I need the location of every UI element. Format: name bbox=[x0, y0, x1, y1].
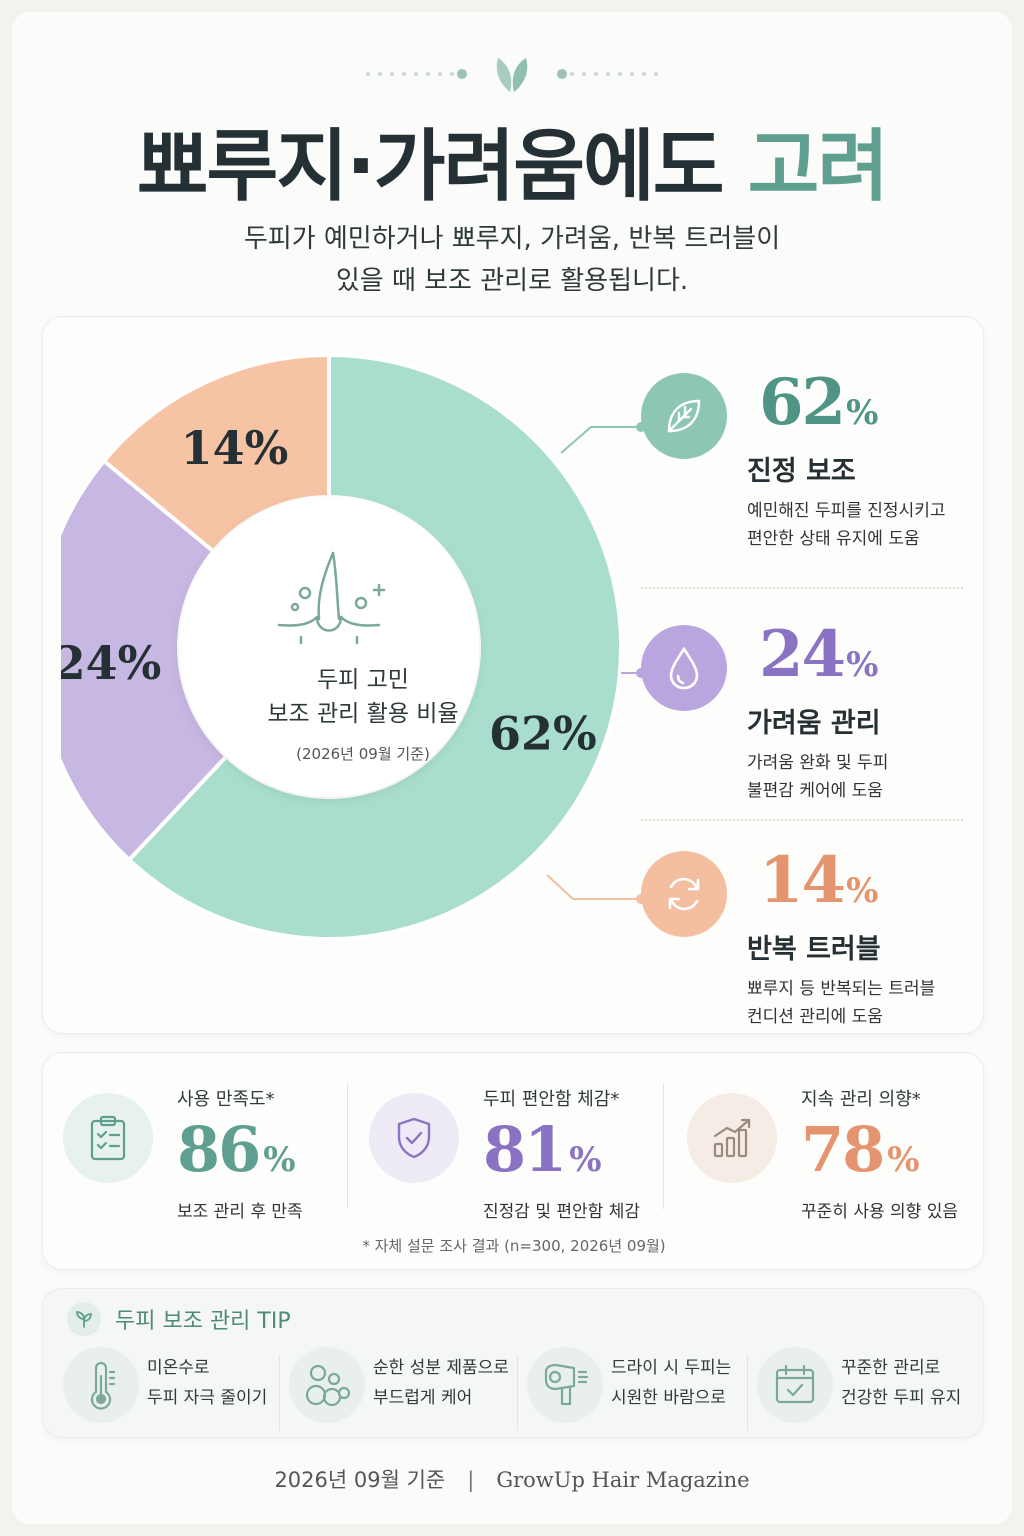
hair-follicle-icon bbox=[277, 551, 386, 645]
tip-item: 순한 성분 제품으로 부드럽게 케어 bbox=[289, 1347, 519, 1431]
tips-title: 두피 보조 관리 TIP bbox=[115, 1309, 291, 1334]
leaf-ornament-icon bbox=[366, 58, 658, 92]
donut-chart-card: 62% 24% 14% 두피 고민 보조 관리 활용 비율 bbox=[42, 316, 984, 1034]
droplet-icon bbox=[641, 625, 727, 711]
footer-separator: | bbox=[467, 1468, 475, 1492]
donut-center-text: 두피 고민 보조 관리 활용 비율 (2026년 09월 기준) bbox=[213, 663, 513, 764]
legend-divider bbox=[641, 819, 963, 821]
stat-description: 보조 관리 후 만족 bbox=[177, 1202, 303, 1222]
legend-percentage: 24% bbox=[759, 617, 878, 692]
leader-line-calming bbox=[560, 426, 641, 454]
stat-label: 사용 만족도* bbox=[177, 1089, 275, 1110]
stat-continuation: 지속 관리 의향* 78% 꾸준히 사용 의향 있음 bbox=[667, 1053, 967, 1222]
donut-value-label: 62% bbox=[489, 707, 597, 761]
stat-comfort: 두피 편안함 체감* 81% 진정감 및 편안함 체감 bbox=[349, 1053, 649, 1222]
calendar-check-icon bbox=[757, 1347, 833, 1423]
leader-line-trouble bbox=[546, 874, 641, 900]
stat-description: 꾸준히 사용 의향 있음 bbox=[801, 1202, 958, 1222]
sprout-icon bbox=[67, 1302, 101, 1336]
footer-date: 2026년 09월 기준 bbox=[274, 1468, 446, 1492]
legend-description: 예민해진 두피를 진정시키고 편안한 상태 유지에 도움 bbox=[747, 501, 946, 549]
bubbles-icon bbox=[289, 1347, 365, 1423]
tip-text: 꾸준한 관리로 건강한 두피 유지 bbox=[841, 1358, 962, 1408]
refresh-icon bbox=[641, 851, 727, 937]
stat-divider bbox=[663, 1083, 664, 1209]
tip-text: 드라이 시 두피는 시원한 바람으로 bbox=[611, 1358, 732, 1408]
title-accent: 고려 bbox=[747, 122, 890, 212]
hair-dryer-icon bbox=[527, 1347, 603, 1423]
legend-label: 반복 트러블 bbox=[747, 934, 881, 965]
tips-card: 두피 보조 관리 TIP 미온수로 두피 자극 줄이기 bbox=[42, 1288, 984, 1438]
subtitle-line-1: 두피가 예민하거나 뾰루지, 가려움, 반복 트러블이 bbox=[243, 224, 781, 254]
infographic-page: 뾰루지·가려움에도 고려 두피가 예민하거나 뾰루지, 가려움, 반복 트러블이… bbox=[12, 12, 1012, 1524]
legend-description: 가려움 완화 및 두피 불편감 케어에 도움 bbox=[747, 753, 889, 801]
donut-center-date: (2026년 09월 기준) bbox=[296, 745, 430, 763]
tip-item: 꾸준한 관리로 건강한 두피 유지 bbox=[757, 1347, 987, 1431]
stat-divider bbox=[347, 1083, 348, 1209]
donut-slice-1 bbox=[126, 352, 623, 941]
stat-label: 두피 편안함 체감* bbox=[483, 1089, 620, 1110]
legend-label: 가려움 관리 bbox=[747, 708, 881, 739]
stat-satisfaction: 사용 만족도* 86% 보조 관리 후 만족 bbox=[43, 1053, 343, 1222]
legend-item-itch: 24% 가려움 관리 가려움 완화 및 두피 불편감 케어에 도움 bbox=[641, 617, 981, 825]
tip-text: 미온수로 두피 자극 줄이기 bbox=[147, 1358, 268, 1408]
donut-center-title: 두피 고민 보조 관리 활용 비율 bbox=[267, 667, 459, 727]
legend-percentage: 14% bbox=[759, 843, 878, 918]
growth-chart-icon bbox=[687, 1093, 777, 1183]
legend-item-calming: 62% 진정 보조 예민해진 두피를 진정시키고 편안한 상태 유지에 도움 bbox=[641, 365, 981, 573]
legend-label: 진정 보조 bbox=[747, 456, 856, 487]
page-subtitle: 두피가 예민하거나 뾰루지, 가려움, 반복 트러블이 있을 때 보조 관리로 … bbox=[162, 218, 862, 302]
stat-value: 81% bbox=[483, 1113, 602, 1186]
tip-text: 순한 성분 제품으로 부드럽게 케어 bbox=[373, 1358, 509, 1408]
stat-value: 86% bbox=[177, 1113, 296, 1186]
survey-stats-card: 사용 만족도* 86% 보조 관리 후 만족 두피 편안함 체감* 81% 진정… bbox=[42, 1052, 984, 1270]
donut-chart: 62% 24% 14% bbox=[61, 352, 646, 941]
stat-description: 진정감 및 편안함 체감 bbox=[483, 1202, 640, 1222]
stat-value: 78% bbox=[801, 1113, 920, 1186]
legend-percentage: 62% bbox=[759, 365, 878, 440]
tip-divider bbox=[279, 1355, 280, 1431]
footer-magazine: GrowUp Hair Magazine bbox=[496, 1468, 750, 1492]
donut-center bbox=[179, 497, 479, 797]
donut-value-label: 14% bbox=[181, 421, 289, 475]
stat-label: 지속 관리 의향* bbox=[801, 1089, 921, 1110]
legend-item-trouble: 14% 반복 트러블 뾰루지 등 반복되는 트러블 컨디션 관리에 도움 bbox=[641, 843, 981, 1051]
survey-footnote: * 자체 설문 조사 결과 (n=300, 2026년 09월) bbox=[362, 1237, 666, 1255]
tip-divider bbox=[747, 1355, 748, 1431]
subtitle-line-2: 있을 때 보조 관리로 활용됩니다. bbox=[335, 266, 689, 296]
leaf-icon bbox=[641, 373, 727, 459]
tip-item: 미온수로 두피 자극 줄이기 bbox=[63, 1347, 293, 1431]
tips-header: 두피 보조 관리 TIP bbox=[67, 1301, 291, 1337]
legend-description: 뾰루지 등 반복되는 트러블 컨디션 관리에 도움 bbox=[747, 979, 936, 1027]
shield-check-icon bbox=[369, 1093, 459, 1183]
donut-value-label: 24% bbox=[61, 636, 161, 690]
tip-item: 드라이 시 두피는 시원한 바람으로 bbox=[527, 1347, 757, 1431]
page-title: 뾰루지·가려움에도 고려 bbox=[136, 122, 890, 212]
clipboard-check-icon bbox=[63, 1093, 153, 1183]
thermometer-icon bbox=[63, 1347, 139, 1423]
legend-divider bbox=[641, 587, 963, 589]
tip-divider bbox=[517, 1355, 518, 1431]
page-footer: 2026년 09월 기준 | GrowUp Hair Magazine bbox=[12, 1464, 1012, 1494]
